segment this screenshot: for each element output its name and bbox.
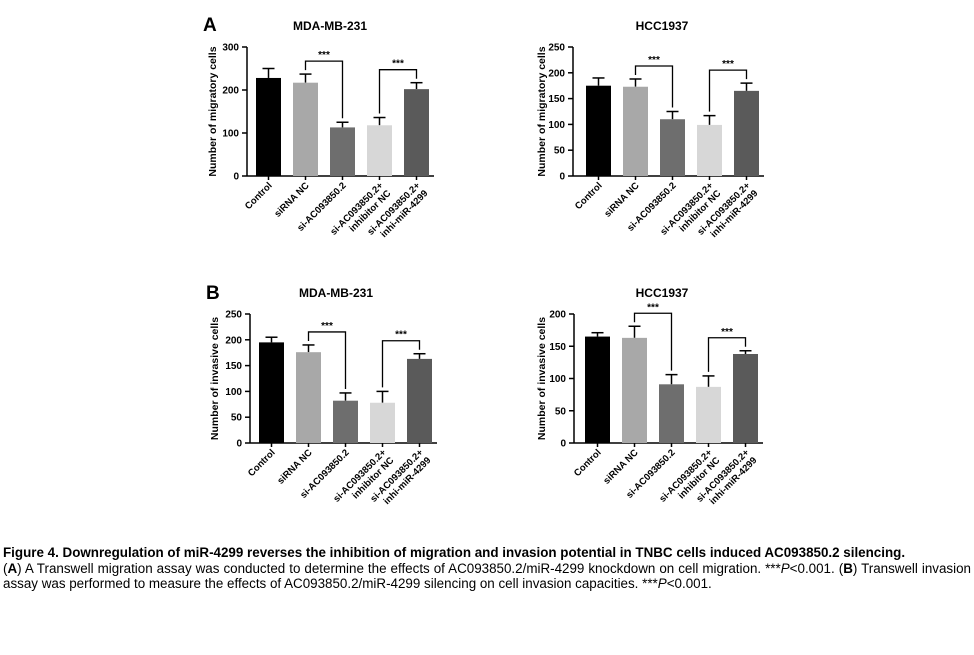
chart-3-x-tick-label-0-line-0: Control xyxy=(246,447,278,479)
chart-2-significance-label-0: *** xyxy=(648,55,660,66)
chart-1-x-tick-label-0-line-0: Control xyxy=(243,180,275,212)
chart-1-x-tick-label-1-line-0: siRNA NC xyxy=(272,180,311,219)
chart-4-bar-0 xyxy=(585,336,610,443)
chart-3-significance-label-1: *** xyxy=(395,330,407,341)
caption-body: (A) A Transwell migration assay was cond… xyxy=(3,560,971,592)
chart-2-x-tick-label-1: siRNA NC xyxy=(602,180,641,219)
chart-4-significance-bracket-0 xyxy=(633,312,673,371)
chart-2-y-tick-label-1: 50 xyxy=(554,146,566,157)
chart-3-bar-0 xyxy=(259,342,284,443)
chart-4-y-tick-label-2: 100 xyxy=(549,374,566,385)
chart-2-y-tick-label-0: 0 xyxy=(559,172,565,183)
chart-3-significance-bracket-1 xyxy=(381,340,421,388)
chart-4-y-tick-label-4: 200 xyxy=(549,310,566,321)
chart-3-y-tick-label-3: 150 xyxy=(225,361,242,372)
chart-3-x-tick-label-1-line-0: siRNA NC xyxy=(275,447,314,486)
chart-4-bar-4 xyxy=(733,353,758,443)
chart-1-significance-label-0: *** xyxy=(318,50,330,61)
chart-2-x-tick-label-0-line-0: Control xyxy=(573,180,605,212)
chart-3-title: MDA-MB-231 xyxy=(299,286,373,300)
chart-3-significance-label-0: *** xyxy=(321,321,333,332)
chart-1-bar-3 xyxy=(367,125,392,176)
chart-1-x-tick-label-1: siRNA NC xyxy=(272,180,311,219)
caption-a-pvalue: <0.001. ( xyxy=(789,560,844,576)
chart-1-y-tick-label-2: 200 xyxy=(222,86,239,97)
chart-4-bar-2 xyxy=(659,384,684,443)
chart-3-y-tick-label-0: 0 xyxy=(236,439,242,450)
figure: A B MDA-MB-231 0 100 200 300 Number of migrat… xyxy=(203,15,764,507)
panel-letter-b: B xyxy=(206,283,220,304)
figure-caption: Figure 4. Downregulation of miR-4299 rev… xyxy=(3,545,971,592)
chart-2-significance-bracket-0 xyxy=(634,65,674,108)
chart-3-y-tick-label-1: 50 xyxy=(231,413,243,424)
chart-1-bar-1 xyxy=(293,82,318,176)
chart-1-x-tick-label-0: Control xyxy=(243,180,275,212)
chart-1-significance-bracket-0 xyxy=(304,60,344,119)
chart-4-title: HCC1937 xyxy=(636,286,689,300)
chart-4-significance-label-0: *** xyxy=(647,302,659,313)
chart-1-title: MDA-MB-231 xyxy=(293,19,367,33)
chart-4-bar-3 xyxy=(696,386,721,443)
chart-3-bar-3 xyxy=(370,402,395,443)
chart-1-y-tick-label-1: 100 xyxy=(222,129,239,140)
chart-3-y-tick-label-4: 200 xyxy=(225,335,242,346)
chart-3-y-tick-label-5: 250 xyxy=(225,310,242,321)
chart-4-y-axis-label: Number of invasive cells xyxy=(536,317,548,440)
caption-a-label: A xyxy=(7,560,18,576)
chart-2-bar-1 xyxy=(623,86,648,176)
chart-4-significance-label-1: *** xyxy=(721,327,733,338)
chart-4-bar-1 xyxy=(622,337,647,443)
chart-2-y-tick-label-5: 250 xyxy=(548,43,565,54)
chart-2-bar-0 xyxy=(586,85,611,176)
chart-3-x-tick-label-1: siRNA NC xyxy=(275,447,314,486)
chart-4-significance-bracket-1 xyxy=(707,337,747,372)
chart-1-bar-2 xyxy=(330,127,355,176)
chart-2-x-tick-label-1-line-0: siRNA NC xyxy=(602,180,641,219)
chart-2-y-tick-label-4: 200 xyxy=(548,68,565,79)
chart-4-x-tick-label-1: siRNA NC xyxy=(601,447,640,486)
chart-1-y-tick-label-3: 300 xyxy=(222,43,239,54)
caption-b-text: ) Transwell invasion assay was performed… xyxy=(3,560,971,592)
chart-4-x-tick-label-1-line-0: siRNA NC xyxy=(601,447,640,486)
chart-2-bar-2 xyxy=(660,119,685,176)
caption-p-symbol-a: P xyxy=(780,560,790,576)
caption-b-pvalue: <0.001. xyxy=(666,576,712,592)
chart-2-y-tick-label-2: 100 xyxy=(548,120,565,131)
chart-2-y-axis-label: Number of migratory cells xyxy=(536,46,548,176)
chart-1-significance-label-1: *** xyxy=(392,59,404,70)
chart-2-bar-3 xyxy=(697,124,722,176)
chart-1-bar-0 xyxy=(256,77,281,176)
chart-3-y-axis-label: Number of invasive cells xyxy=(209,317,221,440)
chart-3-x-tick-label-0: Control xyxy=(246,447,278,479)
caption-p-symbol-b: P xyxy=(657,576,667,592)
chart-2-x-tick-label-0: Control xyxy=(573,180,605,212)
chart-3-significance-bracket-0 xyxy=(307,331,347,389)
chart-1-significance-bracket-1 xyxy=(378,69,418,114)
chart-3-bar-2 xyxy=(333,400,358,443)
chart-4-y-tick-label-0: 0 xyxy=(560,439,566,450)
chart-4-x-tick-label-0: Control xyxy=(572,447,604,479)
chart-3-y-tick-label-2: 100 xyxy=(225,387,242,398)
chart-1-bar-4 xyxy=(404,89,429,176)
chart-4-y-tick-label-3: 150 xyxy=(549,342,566,353)
chart-4-y-tick-label-1: 50 xyxy=(555,406,567,417)
caption-a-text: A Transwell migration assay was conducte… xyxy=(21,560,781,576)
caption-title: Figure 4. Downregulation of miR-4299 rev… xyxy=(3,545,906,560)
panel-letter-a: A xyxy=(203,15,217,36)
chart-2-y-tick-label-3: 150 xyxy=(548,94,565,105)
chart-3-bar-1 xyxy=(296,352,321,443)
chart-1-y-axis-label: Number of migratory cells xyxy=(207,46,219,176)
chart-2-bar-4 xyxy=(734,90,759,176)
chart-4-x-tick-label-0-line-0: Control xyxy=(572,447,604,479)
chart-2-significance-label-1: *** xyxy=(722,59,734,70)
chart-3-bar-4 xyxy=(407,358,432,443)
chart-2-significance-bracket-1 xyxy=(708,69,748,112)
chart-1-y-tick-label-0: 0 xyxy=(233,172,239,183)
caption-b-label: B xyxy=(843,560,853,576)
chart-2-title: HCC1937 xyxy=(636,19,689,33)
